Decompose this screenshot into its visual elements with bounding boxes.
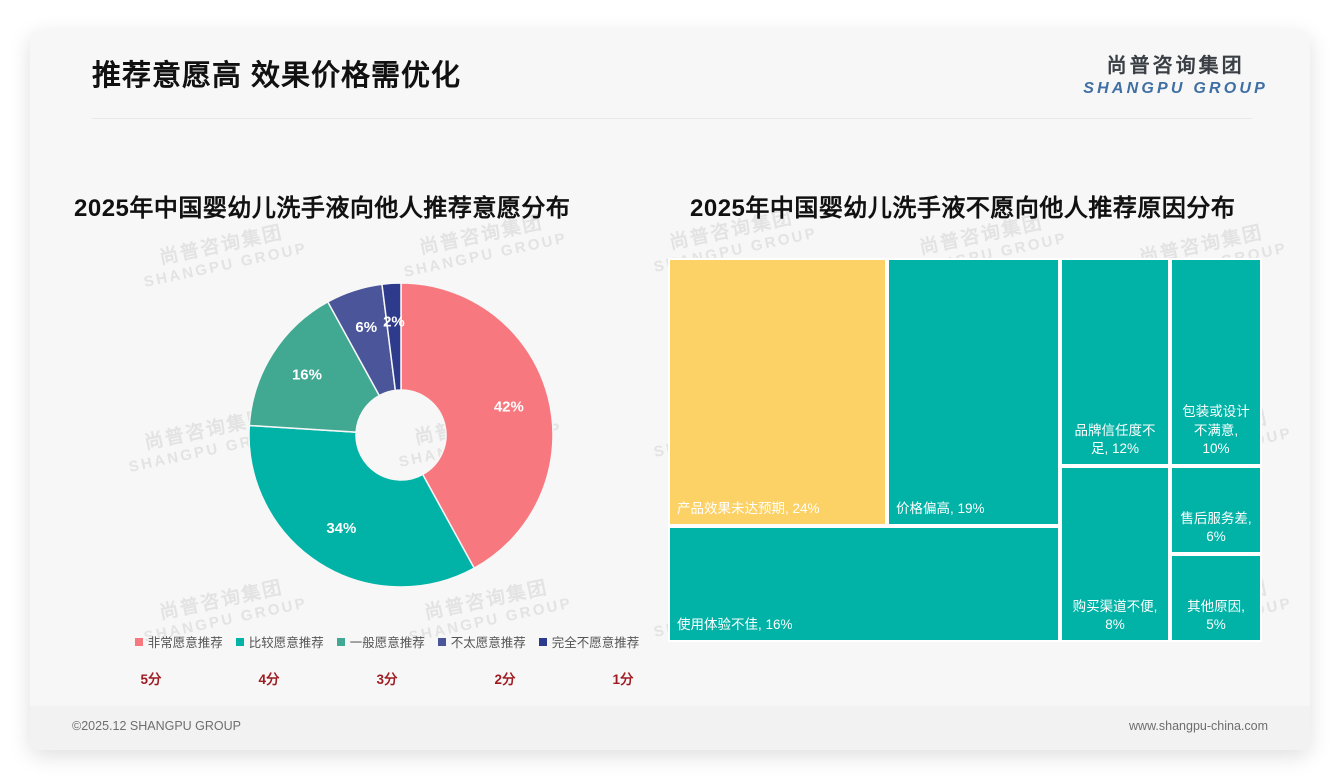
treemap-cell[interactable]: 品牌信任度不足, 12%	[1060, 258, 1170, 466]
score-axis-row: 5分 4分 3分 2分 1分	[92, 668, 682, 688]
page-title: 推荐意愿高 效果价格需优化	[92, 60, 462, 92]
left-chart-title: 2025年中国婴幼儿洗手液向他人推荐意愿分布	[74, 195, 571, 222]
donut-slice[interactable]	[248, 300, 381, 433]
treemap-chart: 产品效果未达预期, 24% 使用体验不佳, 16% 价格偏高, 19% 品牌信任度不足…	[668, 258, 1262, 642]
treemap-cell-label: 其他原因, 5%	[1187, 598, 1245, 632]
donut-slice-label: 16%	[292, 366, 322, 383]
treemap-cell[interactable]: 购买渠道不便, 8%	[1060, 466, 1170, 642]
donut-slice-label: 34%	[326, 520, 356, 537]
legend-item[interactable]: 一般愿意推荐	[336, 632, 425, 651]
treemap-cell-label: 品牌信任度不足, 12%	[1074, 422, 1156, 456]
score-label: 3分	[376, 672, 398, 687]
legend-swatch-icon	[235, 637, 244, 646]
treemap-cell-label: 购买渠道不便, 8%	[1072, 598, 1158, 632]
legend-item-label: 一般愿意推荐	[349, 636, 425, 650]
treemap-cell[interactable]: 其他原因, 5%	[1170, 554, 1262, 642]
legend-item[interactable]: 不太愿意推荐	[437, 632, 526, 651]
donut-slice-label: 6%	[355, 319, 377, 336]
donut-slice[interactable]	[400, 282, 554, 570]
slide-card: 尚普咨询集团 SHANGPU GROUP 尚普咨询集团 SHANGPU GROUP 尚普…	[30, 30, 1310, 750]
donut-chart-svg: 42% 34% 16% 6% 2%	[248, 282, 554, 588]
treemap-cell[interactable]: 产品效果未达预期, 24%	[668, 258, 887, 526]
slide-footer: ©2025.12 SHANGPU GROUP www.shangpu-china…	[30, 706, 1310, 750]
footer-copyright: ©2025.12 SHANGPU GROUP	[72, 719, 241, 733]
footer-website: www.shangpu-china.com	[1129, 719, 1268, 733]
legend-swatch-icon	[336, 637, 345, 646]
donut-chart: 42% 34% 16% 6% 2%	[236, 270, 566, 600]
donut-legend: 非常愿意推荐 比较愿意推荐 一般愿意推荐 不太愿意推荐 完全不愿意推荐	[92, 632, 682, 651]
legend-item-label: 完全不愿意推荐	[551, 636, 640, 650]
right-chart-title: 2025年中国婴幼儿洗手液不愿向他人推荐原因分布	[690, 195, 1236, 222]
treemap-cell-label: 售后服务差, 6%	[1180, 510, 1252, 544]
score-label: 5分	[140, 672, 162, 687]
score-label: 4分	[258, 672, 280, 687]
legend-swatch-icon	[437, 637, 446, 646]
treemap-cell[interactable]: 售后服务差, 6%	[1170, 466, 1262, 554]
logo-chinese-text: 尚普咨询集团	[1106, 55, 1245, 77]
treemap-cell[interactable]: 使用体验不佳, 16%	[668, 526, 1060, 642]
treemap-cell[interactable]: 包装或设计不满意, 10%	[1170, 258, 1262, 466]
legend-swatch-icon	[134, 637, 143, 646]
treemap-cell[interactable]: 价格偏高, 19%	[887, 258, 1060, 526]
score-label: 2分	[494, 672, 516, 687]
slide-header: 推荐意愿高 效果价格需优化 尚普咨询集团 SHANGPU GROUP	[30, 30, 1310, 108]
logo-english-text: SHANGPU GROUP	[1083, 80, 1268, 97]
treemap-cell-label: 产品效果未达预期, 24%	[677, 500, 820, 516]
legend-item-label: 不太愿意推荐	[450, 636, 526, 650]
donut-slice-label: 42%	[494, 398, 524, 415]
legend-item-label: 非常愿意推荐	[147, 636, 223, 650]
treemap-cell-label: 使用体验不佳, 16%	[677, 616, 793, 632]
donut-slice-label: 2%	[383, 314, 405, 331]
legend-item-label: 比较愿意推荐	[248, 636, 324, 650]
treemap-cell-label: 价格偏高, 19%	[896, 500, 985, 516]
legend-item[interactable]: 非常愿意推荐	[134, 632, 223, 651]
donut-slice[interactable]	[381, 282, 402, 392]
treemap-cell-label: 包装或设计不满意, 10%	[1182, 404, 1250, 456]
legend-item[interactable]: 比较愿意推荐	[235, 632, 324, 651]
score-label: 1分	[612, 672, 634, 687]
legend-item[interactable]: 完全不愿意推荐	[538, 632, 640, 651]
header-divider	[92, 118, 1252, 119]
brand-logo: 尚普咨询集团 SHANGPU GROUP	[1083, 54, 1268, 99]
donut-slice[interactable]	[248, 424, 476, 588]
legend-swatch-icon	[538, 637, 547, 646]
